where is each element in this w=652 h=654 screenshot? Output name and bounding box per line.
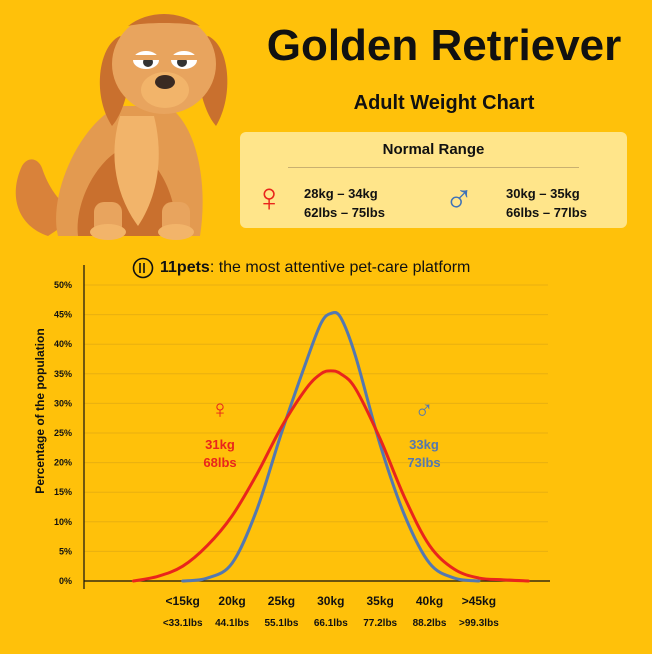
y-tick-label: 15% [54, 487, 72, 497]
y-tick-label: 20% [54, 458, 72, 468]
female-peak-annotation: ♀ 31kg 68lbs [190, 396, 250, 472]
y-tick-label: 35% [54, 369, 72, 379]
y-tick-label: 25% [54, 428, 72, 438]
brand-name: 11pets [160, 259, 210, 276]
female-peak-lbs: 68lbs [203, 455, 237, 470]
female-range-lbs: 62lbs – 75lbs [304, 205, 385, 220]
normal-range-box: Normal Range ♀ 28kg – 34kg 62lbs – 75lbs… [240, 132, 627, 228]
x-tick-label-lbs: >99.3lbs [459, 618, 499, 629]
y-tick-label: 10% [54, 517, 72, 527]
normal-range-heading: Normal Range [382, 141, 485, 158]
female-icon: ♀ [254, 176, 284, 220]
golden-retriever-illustration [15, 14, 228, 240]
male-peak-kg: 33kg [409, 437, 439, 452]
male-range-kg: 30kg – 35kg [506, 186, 580, 201]
x-tick-label-kg: 40kg [416, 594, 443, 608]
y-tick-label: 5% [59, 546, 72, 556]
x-tick-label-lbs: 66.1lbs [314, 618, 348, 629]
brand-text: 11pets: the most attentive pet-care plat… [160, 259, 470, 277]
male-icon: ♂ [444, 176, 474, 220]
x-tick-label-kg: 20kg [218, 594, 245, 608]
x-tick-label-lbs: 55.1lbs [264, 618, 298, 629]
x-tick-label-lbs: <33.1lbs [163, 618, 203, 629]
page-subtitle: Adult Weight Chart [353, 92, 535, 114]
x-tick-label-lbs: 88.2lbs [413, 618, 447, 629]
brand-tagline: 11pets: the most attentive pet-care plat… [132, 254, 470, 282]
female-annotation-icon: ♀ [210, 394, 230, 424]
x-tick-label-kg: 30kg [317, 594, 344, 608]
male-peak-annotation: ♂ 33kg 73lbs [394, 396, 454, 472]
page-title: Golden Retriever [266, 21, 622, 70]
male-series-line [181, 310, 481, 583]
11pets-logo-icon [132, 257, 154, 279]
male-annotation-icon: ♂ [414, 394, 434, 424]
female-peak-kg: 31kg [205, 437, 235, 452]
y-tick-label: 40% [54, 339, 72, 349]
y-tick-label: 45% [54, 310, 72, 320]
y-tick-label: 50% [54, 280, 72, 290]
x-tick-label-kg: <15kg [166, 594, 200, 608]
x-tick-label-kg: >45kg [462, 594, 496, 608]
divider [288, 167, 579, 168]
male-range-lbs: 66lbs – 77lbs [506, 205, 587, 220]
x-tick-label-lbs: 44.1lbs [215, 618, 249, 629]
female-range: 28kg – 34kg 62lbs – 75lbs [304, 184, 385, 222]
female-range-kg: 28kg – 34kg [304, 186, 378, 201]
y-tick-label: 0% [59, 576, 72, 586]
male-peak-lbs: 73lbs [407, 455, 441, 470]
y-tick-label: 30% [54, 398, 72, 408]
x-tick-label-kg: 35kg [366, 594, 393, 608]
male-range: 30kg – 35kg 66lbs – 77lbs [506, 184, 587, 222]
x-tick-label-lbs: 77.2lbs [363, 618, 397, 629]
brand-slogan: : the most attentive pet-care platform [209, 259, 471, 276]
x-tick-label-kg: 25kg [268, 594, 295, 608]
female-series-line [131, 369, 530, 583]
